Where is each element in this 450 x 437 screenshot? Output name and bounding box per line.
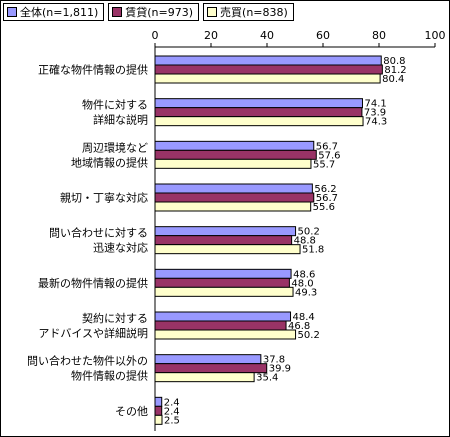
value-label: 56.7 (316, 141, 338, 152)
x-tick-label: 40 (260, 29, 274, 42)
x-tick-label: 60 (316, 29, 330, 42)
legend: 全体(n=1,811) 賃貸(n=973) 売買(n=838) (3, 3, 294, 21)
category-label: その他 (115, 405, 148, 418)
bar (154, 116, 364, 127)
bar (154, 244, 301, 255)
legend-swatch-rental (112, 7, 123, 17)
category-label: 親切・丁寧な対応 (60, 191, 148, 205)
value-label: 81.2 (384, 65, 406, 76)
legend-item-rental: 賃貸(n=973) (108, 3, 200, 21)
value-label: 57.6 (318, 150, 340, 161)
value-label: 2.4 (164, 406, 180, 417)
value-label: 80.8 (383, 56, 405, 67)
value-label: 39.9 (269, 364, 291, 375)
value-label: 48.8 (294, 236, 316, 247)
bar (154, 354, 262, 365)
category-label: 問い合わせに対する (49, 226, 148, 240)
value-label: 73.9 (364, 108, 386, 119)
category-label: 契約に対する (82, 311, 148, 325)
value-label: 48.4 (293, 312, 315, 323)
value-label: 56.2 (314, 184, 336, 195)
bar (154, 277, 290, 288)
bar (154, 55, 382, 66)
value-label: 55.7 (313, 159, 335, 170)
category-label: 物件に対する (82, 98, 148, 112)
legend-swatch-sale (207, 7, 218, 17)
value-label: 51.8 (302, 245, 324, 256)
bar (154, 98, 363, 109)
bar (154, 235, 293, 246)
bar (154, 286, 294, 297)
value-label: 55.6 (313, 202, 335, 213)
x-tick-label: 100 (425, 29, 446, 42)
x-tick-label: 0 (152, 29, 159, 42)
value-label: 74.1 (364, 99, 386, 110)
bar (154, 329, 297, 340)
bar (154, 73, 381, 84)
legend-swatch-total (7, 7, 17, 17)
bar (154, 320, 287, 331)
bar (154, 183, 313, 194)
category-label: 最新の物件情報の提供 (38, 276, 148, 290)
value-label: 48.0 (291, 278, 313, 289)
category-label: 詳細な説明 (93, 113, 148, 127)
bar (154, 192, 315, 203)
value-label: 48.6 (293, 269, 315, 280)
category-label: 地域情報の提供 (71, 155, 148, 169)
bar (154, 107, 363, 118)
bar (154, 226, 297, 237)
value-label: 49.3 (295, 287, 317, 298)
value-label: 80.4 (382, 74, 404, 85)
value-label: 35.4 (256, 373, 278, 384)
bar (154, 268, 292, 279)
bar (154, 140, 315, 151)
legend-label-sale: 売買(n=838) (220, 6, 288, 19)
bar (154, 414, 163, 425)
bar (154, 372, 255, 383)
category-label: 物件情報の提供 (71, 369, 148, 383)
bar (154, 201, 312, 212)
legend-label-total: 全体(n=1,811) (20, 6, 99, 19)
bar (154, 363, 268, 374)
value-label: 2.5 (164, 415, 180, 426)
category-label: 正確な物件情報の提供 (38, 63, 148, 77)
x-tick-label: 20 (204, 29, 218, 42)
legend-item-sale: 売買(n=838) (203, 3, 294, 21)
category-label: 周辺環境など (82, 140, 148, 154)
value-label: 2.4 (164, 397, 180, 408)
category-label: アドバイスや詳細説明 (38, 326, 148, 340)
value-label: 56.7 (316, 193, 338, 204)
bar (154, 311, 292, 322)
category-label: 問い合わせた物件以外の (27, 354, 148, 368)
value-label: 74.3 (365, 117, 387, 128)
bar (154, 149, 317, 160)
legend-item-total: 全体(n=1,811) (3, 3, 105, 21)
bar (154, 396, 163, 407)
value-label: 50.2 (298, 227, 320, 238)
value-label: 50.2 (298, 330, 320, 341)
bar (154, 64, 383, 75)
bar (154, 405, 163, 416)
legend-label-rental: 賃貸(n=973) (125, 6, 194, 19)
value-label: 46.8 (288, 321, 310, 332)
bar (154, 158, 312, 169)
x-tick-label: 80 (372, 29, 386, 42)
category-label: 迅速な対応 (93, 241, 148, 255)
value-label: 37.8 (263, 355, 285, 366)
